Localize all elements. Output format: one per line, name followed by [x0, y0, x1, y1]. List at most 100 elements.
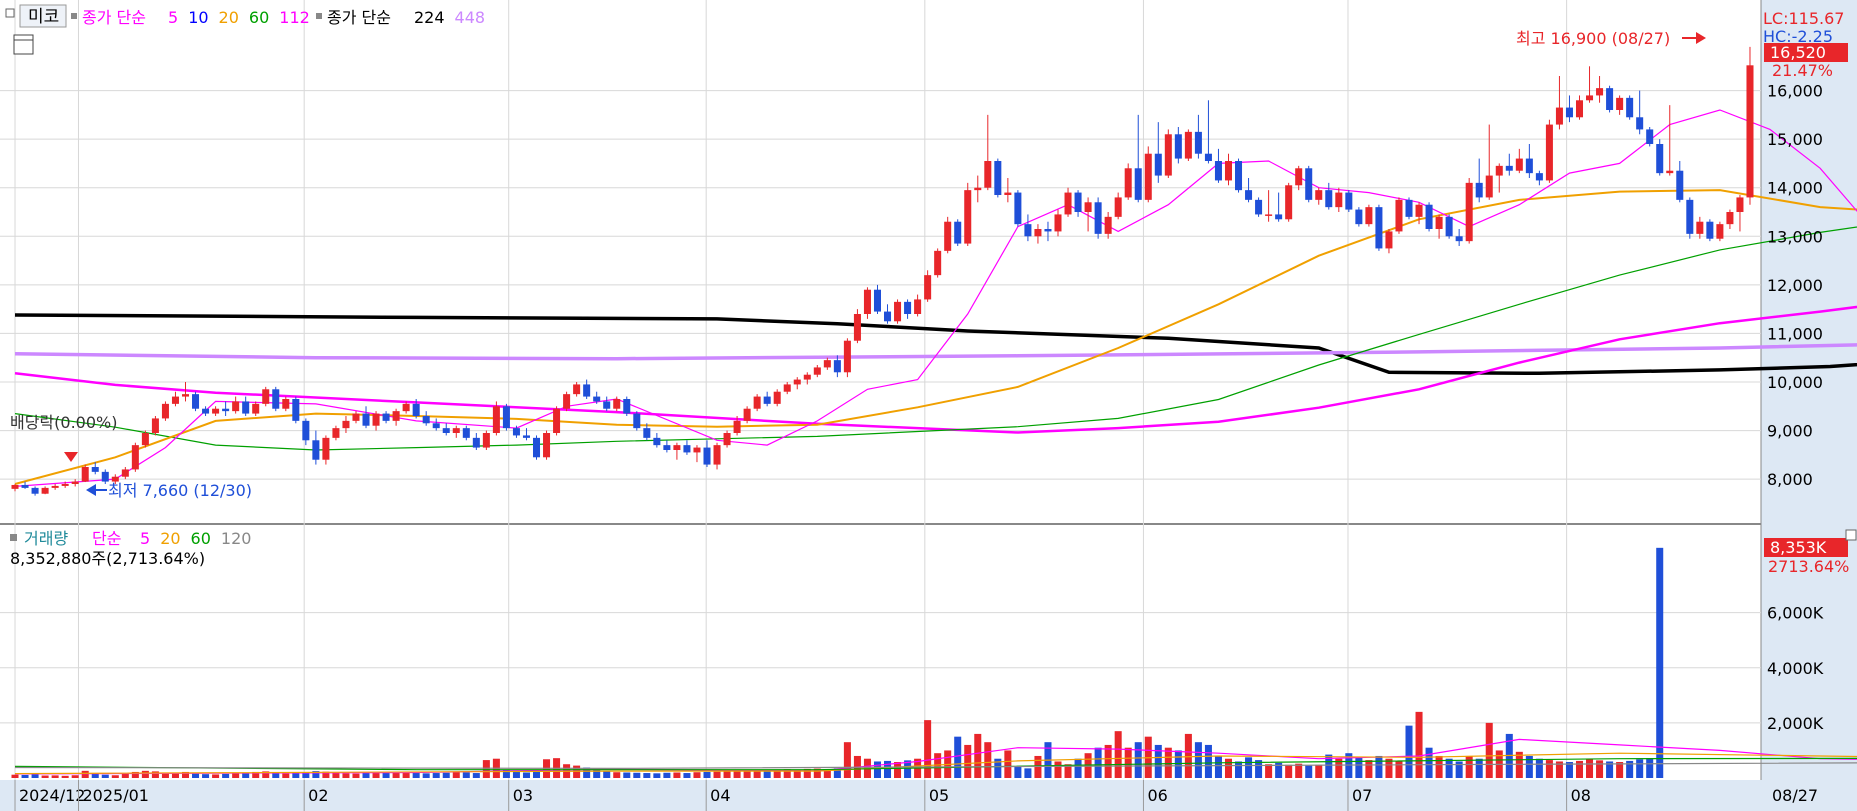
volume-bar [171, 773, 179, 778]
candle-body [1265, 214, 1273, 216]
volume-bar [643, 773, 651, 778]
candle-body [1676, 170, 1684, 200]
candle-body [823, 360, 831, 368]
legend-period-5[interactable]: 5 [168, 8, 178, 27]
volume-bar [1214, 755, 1222, 778]
lc-value: LC:115.67 [1763, 9, 1844, 28]
candle-body [1575, 100, 1584, 118]
candle-body [121, 469, 129, 477]
volume-bar [181, 771, 190, 778]
candle-body [472, 437, 480, 448]
candle-body [512, 428, 520, 436]
candle-body [1485, 175, 1493, 198]
current-date: 08/27 [1772, 786, 1818, 805]
volume-bar [1014, 766, 1022, 778]
volume-bar [1064, 764, 1072, 778]
candle-body [292, 399, 300, 421]
price-tick-label: 14,000 [1767, 179, 1823, 198]
volume-ma-label[interactable]: 단순 [92, 529, 121, 548]
candle-body [994, 161, 1002, 195]
legend-period-10[interactable]: 10 [188, 8, 208, 27]
candle-body [41, 487, 49, 494]
legend-period-20[interactable]: 20 [219, 8, 239, 27]
volume-bar [392, 772, 400, 778]
volume-ma-line-20 [14, 752, 1857, 775]
candle-body [723, 433, 731, 446]
candle-body [1525, 158, 1533, 174]
volume-pane-close-icon[interactable] [1845, 529, 1857, 541]
candle-body [984, 161, 992, 188]
volume-bar [51, 775, 59, 778]
candle-body [1245, 190, 1253, 200]
volume-bar [472, 773, 480, 778]
right-axis-panel [1761, 0, 1857, 811]
candle-body [793, 379, 801, 385]
candle-body [31, 487, 39, 494]
volume-bar [954, 736, 962, 778]
candle-body [181, 394, 190, 397]
volume-bar [372, 773, 380, 778]
ma-group-label[interactable]: 종가 단순 [82, 8, 146, 27]
price-tag: 16,520 [1770, 43, 1826, 62]
price-tick-label: 12,000 [1767, 276, 1823, 295]
volume-tag: 8,353K [1770, 538, 1827, 557]
volume-bar [1194, 742, 1202, 778]
volume-bar [151, 771, 159, 778]
ma-group2-label[interactable]: 종가 단순 [327, 8, 391, 27]
legend-period-112[interactable]: 112 [279, 8, 310, 27]
date-tick-label: 02 [308, 786, 328, 805]
candle-body [1235, 161, 1243, 191]
candle-body [272, 389, 280, 409]
candle-body [1305, 168, 1313, 200]
volume-bar [1375, 755, 1383, 778]
candle-body [202, 408, 210, 414]
volume-bar [1646, 758, 1654, 778]
legend-period-60[interactable]: 60 [191, 529, 211, 548]
legend-period-448[interactable]: 448 [455, 8, 486, 27]
candle-body [242, 401, 250, 414]
ma-line-60 [14, 226, 1857, 451]
volume-bar [292, 772, 300, 778]
volume-bar [61, 775, 69, 778]
low-label: 최저 7,660 (12/30) [108, 481, 252, 500]
volume-bar [1255, 760, 1263, 778]
volume-legend-marker[interactable] [10, 534, 17, 541]
ma-group2-marker [316, 13, 322, 19]
candle-body [1515, 158, 1523, 171]
candle-body [974, 187, 982, 191]
volume-bar [1435, 755, 1443, 778]
candle-body [1214, 161, 1222, 181]
date-tick-label: 03 [513, 786, 533, 805]
volume-tick-label: 6,000K [1767, 604, 1824, 623]
candle-body [1425, 204, 1433, 229]
volume-bar [1575, 760, 1584, 778]
volume-label[interactable]: 거래량 [24, 529, 68, 548]
date-tick-label: 05 [929, 786, 949, 805]
legend-period-20[interactable]: 20 [160, 529, 180, 548]
legend-settings-icon[interactable] [5, 8, 15, 18]
candle-body [713, 445, 721, 465]
volume-bar [1315, 764, 1323, 778]
candle-body [1596, 88, 1604, 96]
legend-period-60[interactable]: 60 [249, 8, 269, 27]
legend-period-120[interactable]: 120 [221, 529, 252, 548]
candle-body [462, 428, 470, 438]
volume-bar [1074, 758, 1082, 778]
legend-period-5[interactable]: 5 [140, 529, 150, 548]
candle-body [1084, 202, 1092, 212]
candle-body [81, 467, 89, 482]
volume-bar [1204, 744, 1212, 778]
legend-period-224[interactable]: 224 [414, 8, 445, 27]
calendar-icon[interactable] [13, 34, 34, 55]
candle-body [1295, 168, 1303, 186]
candle-body [392, 411, 400, 421]
volume-bar [773, 769, 781, 778]
candle-body [1325, 190, 1333, 208]
volume-legend: 거래량 단순 5 20 60 120 8,352,880주(2,713.64%) [10, 529, 251, 568]
volume-bar [1124, 747, 1132, 778]
stock-tab[interactable] [19, 4, 67, 28]
candle-body [171, 396, 179, 404]
volume-bar [1586, 758, 1594, 778]
volume-bar [242, 772, 250, 778]
